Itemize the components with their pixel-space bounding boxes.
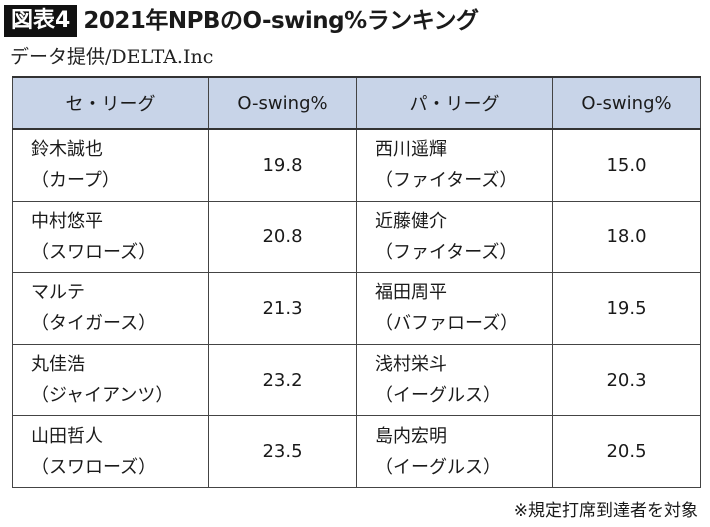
player-name-central: 山田哲人 （スワローズ） — [12, 415, 209, 488]
footnote: ※規定打席到達者を対象 — [513, 501, 698, 521]
player-name: 浅村栄斗 — [375, 354, 447, 376]
player-name: 島内宏明 — [375, 425, 447, 447]
player-name-central: マルテ （タイガース） — [12, 272, 209, 345]
oswing-value-central: 23.2 — [208, 343, 357, 417]
team-name: （スワローズ） — [31, 456, 157, 478]
player-name-pacific: 福田周平 （バファローズ） — [356, 272, 553, 345]
team-name: （カープ） — [31, 170, 120, 192]
column-header-pacific-league: パ・リーグ — [356, 76, 553, 130]
oswing-value-central: 19.8 — [208, 128, 357, 202]
oswing-value-pacific: 18.0 — [552, 200, 701, 274]
table-row: 丸佳浩 （ジャイアンツ） 23.2 浅村栄斗 （イーグルス） 20.3 — [12, 343, 701, 417]
team-name: （ジャイアンツ） — [31, 385, 174, 407]
oswing-value-pacific: 20.5 — [552, 415, 701, 488]
player-name-pacific: 近藤健介 （ファイターズ） — [356, 200, 553, 274]
player-name: 中村悠平 — [31, 210, 103, 232]
player-name: 鈴木誠也 — [31, 139, 103, 161]
player-name-central: 中村悠平 （スワローズ） — [12, 200, 209, 274]
player-name-pacific: 浅村栄斗 （イーグルス） — [356, 343, 553, 417]
oswing-value-central: 23.5 — [208, 415, 357, 488]
table-body: 鈴木誠也 （カープ） 19.8 西川遥輝 （ファイターズ） 15.0 中村悠平 （スワローズ）… — [12, 128, 701, 488]
team-name: （イーグルス） — [375, 456, 501, 478]
team-name: （ファイターズ） — [375, 241, 518, 263]
chart-title: 2021年NPBのO-swing%ランキング — [83, 8, 479, 34]
team-name: （タイガース） — [31, 313, 157, 335]
table-row: 鈴木誠也 （カープ） 19.8 西川遥輝 （ファイターズ） 15.0 — [12, 128, 701, 202]
table-row: 山田哲人 （スワローズ） 23.5 島内宏明 （イーグルス） 20.5 — [12, 415, 701, 488]
player-name: 福田周平 — [375, 282, 447, 304]
team-name: （バファローズ） — [375, 313, 519, 335]
player-name: 近藤健介 — [375, 210, 447, 232]
player-name: 西川遥輝 — [375, 139, 447, 161]
oswing-value-central: 20.8 — [208, 200, 357, 274]
player-name: マルテ — [31, 282, 85, 304]
table-row: マルテ （タイガース） 21.3 福田周平 （バファローズ） 19.5 — [12, 272, 701, 345]
player-name-pacific: 西川遥輝 （ファイターズ） — [356, 128, 553, 202]
oswing-value-pacific: 15.0 — [552, 128, 701, 202]
data-source: データ提供/DELTA.Inc — [10, 46, 214, 68]
oswing-value-pacific: 20.3 — [552, 343, 701, 417]
table-row: 中村悠平 （スワローズ） 20.8 近藤健介 （ファイターズ） 18.0 — [12, 200, 701, 274]
oswing-value-central: 21.3 — [208, 272, 357, 345]
figure-badge: 図表4 — [4, 5, 78, 37]
team-name: （イーグルス） — [375, 385, 501, 407]
column-header-pacific-oswing: O-swing% — [552, 76, 701, 130]
column-header-central-oswing: O-swing% — [208, 76, 357, 130]
player-name-central: 鈴木誠也 （カープ） — [12, 128, 209, 202]
team-name: （ファイターズ） — [375, 170, 518, 192]
player-name: 丸佳浩 — [31, 354, 85, 376]
table-header-row: セ・リーグ O-swing% パ・リーグ O-swing% — [12, 76, 701, 130]
column-header-central-league: セ・リーグ — [12, 76, 209, 130]
player-name: 山田哲人 — [31, 425, 103, 447]
oswing-value-pacific: 19.5 — [552, 272, 701, 345]
player-name-pacific: 島内宏明 （イーグルス） — [356, 415, 553, 488]
ranking-table: セ・リーグ O-swing% パ・リーグ O-swing% 鈴木誠也 （カープ） 1… — [12, 76, 701, 488]
figure-header: 図表4 2021年NPBのO-swing%ランキング — [4, 5, 479, 37]
team-name: （スワローズ） — [31, 241, 157, 263]
player-name-central: 丸佳浩 （ジャイアンツ） — [12, 343, 209, 417]
